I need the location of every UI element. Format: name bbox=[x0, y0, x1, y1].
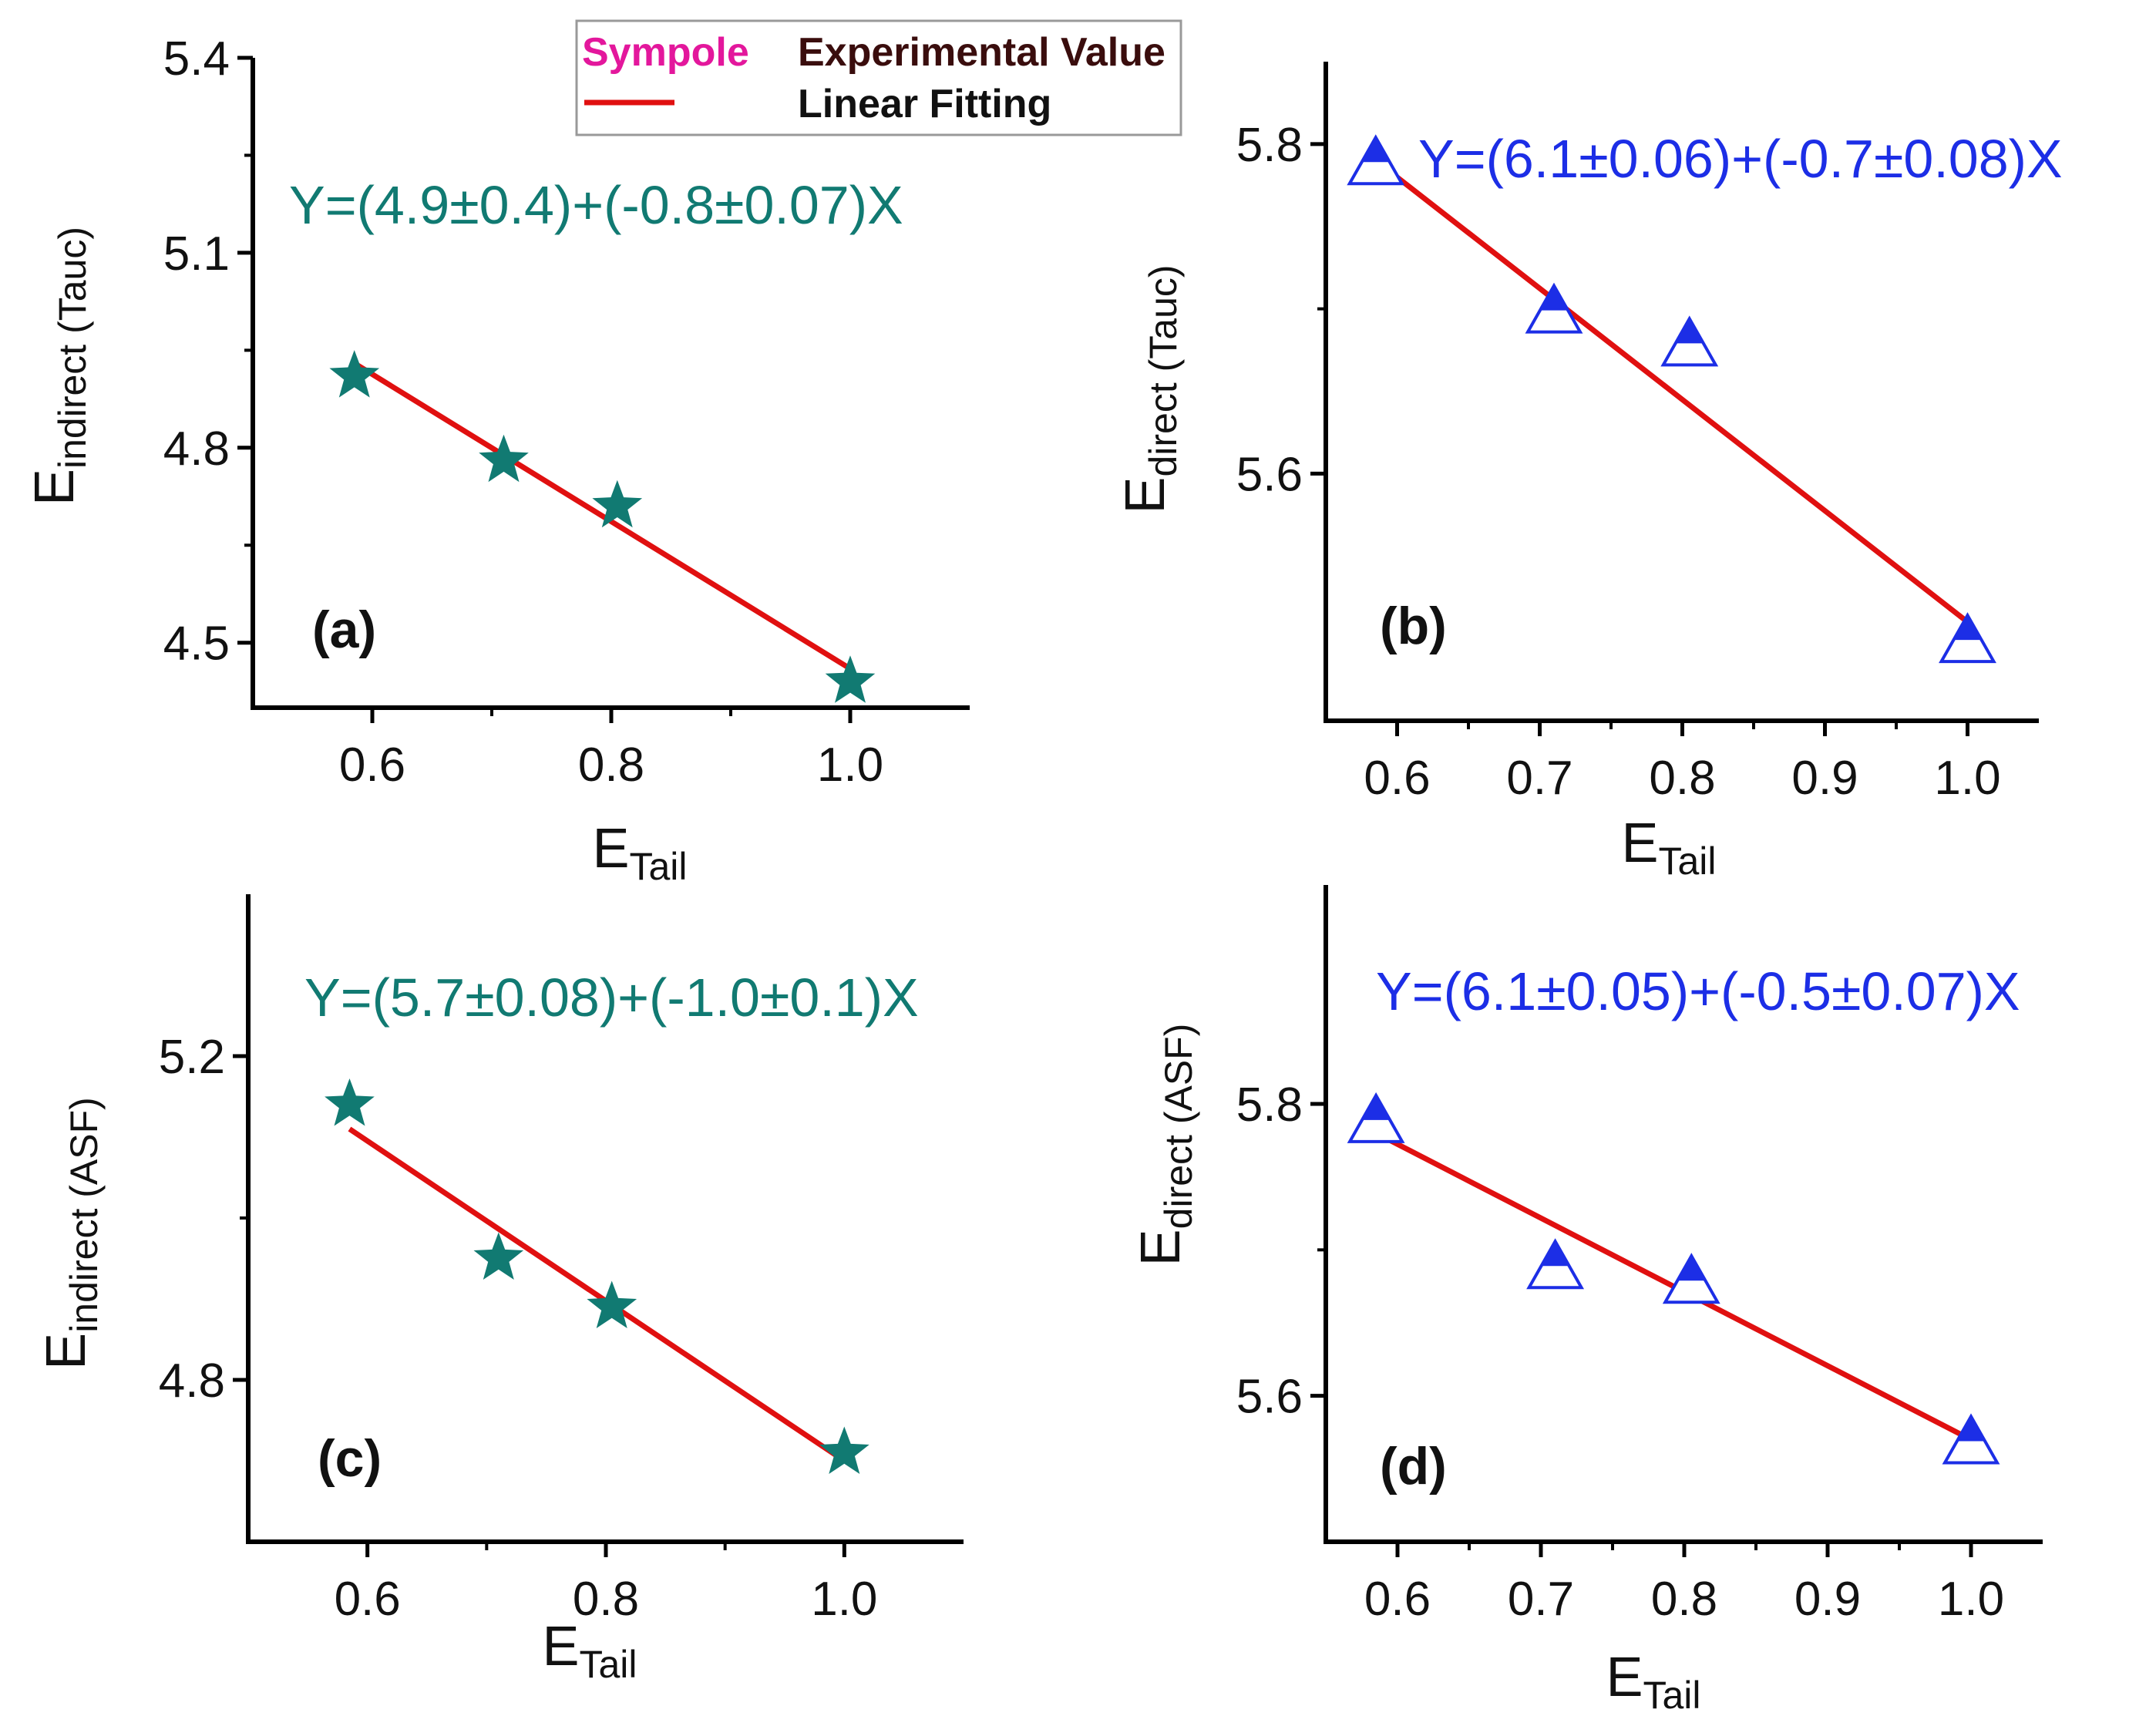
panel-label: (b) bbox=[1380, 597, 1447, 655]
x-axis-label: ETail bbox=[1621, 813, 1716, 883]
legend-symbol-label: Sympole bbox=[582, 30, 749, 75]
y-tick-label: 5.6 bbox=[1236, 448, 1303, 501]
triangle-fill bbox=[1675, 318, 1704, 344]
panel-label: (d) bbox=[1380, 1437, 1447, 1496]
y-tick-label: 5.1 bbox=[163, 227, 230, 281]
y-axis-label-sub: indirect (Tauc) bbox=[51, 227, 94, 469]
x-tick-label: 1.0 bbox=[1934, 752, 2000, 805]
y-tick-label: 4.5 bbox=[163, 617, 230, 671]
y-tick-label: 4.8 bbox=[159, 1354, 225, 1408]
fit-equation: Y=(6.1±0.05)+(-0.5±0.07)X bbox=[1376, 961, 2020, 1021]
y-axis-label-sub: direct (Tauc) bbox=[1142, 264, 1185, 476]
data-point-star bbox=[587, 1280, 637, 1328]
y-tick-label: 4.8 bbox=[163, 422, 230, 476]
legend-fit-desc: Linear Fitting bbox=[798, 82, 1051, 126]
y-axis-label: Eindirect (Tauc) bbox=[24, 227, 94, 506]
y-axis-label-main: E bbox=[35, 1333, 97, 1370]
data-point-triangle bbox=[1347, 134, 1405, 186]
triangle-fill bbox=[1677, 1256, 1706, 1281]
x-axis-label-main: E bbox=[1621, 813, 1658, 874]
x-tick-label: 0.6 bbox=[1364, 752, 1430, 805]
x-tick-label: 0.6 bbox=[1364, 1573, 1431, 1626]
x-axis-label-main: E bbox=[542, 1616, 579, 1677]
fit-line bbox=[1374, 158, 1969, 624]
y-axis-label-sub: direct (ASF) bbox=[1157, 1024, 1200, 1230]
x-axis-label-sub: Tail bbox=[1659, 839, 1717, 883]
y-axis-label: Edirect (ASF) bbox=[1130, 1024, 1200, 1267]
y-axis-label-main: E bbox=[24, 469, 86, 506]
x-tick-label: 0.8 bbox=[1649, 752, 1715, 805]
data-point-triangle bbox=[1662, 1253, 1720, 1304]
triangle-fill bbox=[1953, 615, 1983, 641]
x-tick-label: 0.9 bbox=[1794, 1573, 1861, 1626]
fit-line bbox=[348, 1126, 846, 1463]
x-tick-label: 1.0 bbox=[811, 1573, 877, 1626]
x-axis-label-sub: Tail bbox=[580, 1643, 637, 1686]
data-point-star bbox=[825, 655, 876, 703]
data-point-star bbox=[325, 1078, 375, 1126]
data-point-star bbox=[819, 1426, 869, 1474]
fit-equation: Y=(5.7±0.08)+(-1.0±0.1)X bbox=[304, 967, 919, 1028]
y-tick-label: 5.8 bbox=[1236, 119, 1303, 172]
x-tick-label: 0.8 bbox=[573, 1573, 639, 1626]
data-point-triangle bbox=[1526, 1238, 1585, 1290]
triangle-fill bbox=[1361, 1095, 1391, 1120]
data-point-triangle bbox=[1525, 282, 1583, 334]
x-tick-label: 0.8 bbox=[578, 739, 644, 792]
y-tick-label: 5.8 bbox=[1236, 1078, 1303, 1132]
y-axis-label-main: E bbox=[1130, 1229, 1192, 1266]
fit-equation: Y=(4.9±0.4)+(-0.8±0.07)X bbox=[289, 175, 903, 235]
y-tick-label: 5.6 bbox=[1236, 1371, 1303, 1424]
y-tick-label: 5.2 bbox=[159, 1031, 225, 1084]
triangle-fill bbox=[1956, 1416, 1986, 1442]
x-tick-label: 0.8 bbox=[1651, 1573, 1717, 1626]
x-axis-label-sub: Tail bbox=[1643, 1674, 1701, 1716]
fit-equation: Y=(6.1±0.06)+(-0.7±0.08)X bbox=[1418, 129, 2063, 189]
x-tick-label: 0.7 bbox=[1506, 752, 1572, 805]
y-tick-label: 5.4 bbox=[163, 32, 230, 86]
x-tick-label: 0.6 bbox=[339, 739, 405, 792]
data-point-star bbox=[329, 350, 380, 398]
data-point-triangle bbox=[1347, 1092, 1405, 1143]
x-tick-label: 1.0 bbox=[1938, 1573, 2004, 1626]
triangle-fill bbox=[1539, 285, 1569, 311]
x-axis-label-main: E bbox=[1606, 1647, 1643, 1708]
y-axis-label-main: E bbox=[1115, 477, 1176, 514]
legend: Sympole Experimental Value Linear Fitting bbox=[575, 19, 1182, 136]
x-axis-label: ETail bbox=[542, 1616, 637, 1686]
triangle-fill bbox=[1540, 1241, 1570, 1267]
x-tick-label: 1.0 bbox=[817, 739, 883, 792]
data-point-star bbox=[592, 479, 643, 528]
x-axis-label-main: E bbox=[592, 818, 629, 880]
y-axis-label: Edirect (Tauc) bbox=[1115, 264, 1185, 513]
fit-line bbox=[352, 361, 852, 671]
data-point-triangle bbox=[1942, 1413, 2000, 1465]
x-axis-label: ETail bbox=[592, 818, 687, 888]
legend-symbol-desc: Experimental Value bbox=[798, 30, 1165, 75]
x-tick-label: 0.9 bbox=[1791, 752, 1858, 805]
data-point-triangle bbox=[1660, 315, 1719, 367]
x-tick-label: 0.6 bbox=[335, 1573, 401, 1626]
triangle-fill bbox=[1361, 137, 1391, 163]
x-axis-label: ETail bbox=[1606, 1647, 1700, 1716]
data-point-star bbox=[473, 1232, 524, 1280]
data-point-triangle bbox=[1939, 612, 1996, 664]
x-axis-label-sub: Tail bbox=[630, 845, 688, 888]
y-axis-label-sub: indirect (ASF) bbox=[62, 1097, 106, 1333]
data-point-star bbox=[479, 434, 529, 483]
x-tick-label: 0.7 bbox=[1508, 1573, 1574, 1626]
y-axis-label: Eindirect (ASF) bbox=[35, 1097, 106, 1370]
panel-label: (c) bbox=[318, 1429, 382, 1488]
legend-frame bbox=[575, 19, 1182, 136]
panel-label: (a) bbox=[312, 601, 376, 659]
